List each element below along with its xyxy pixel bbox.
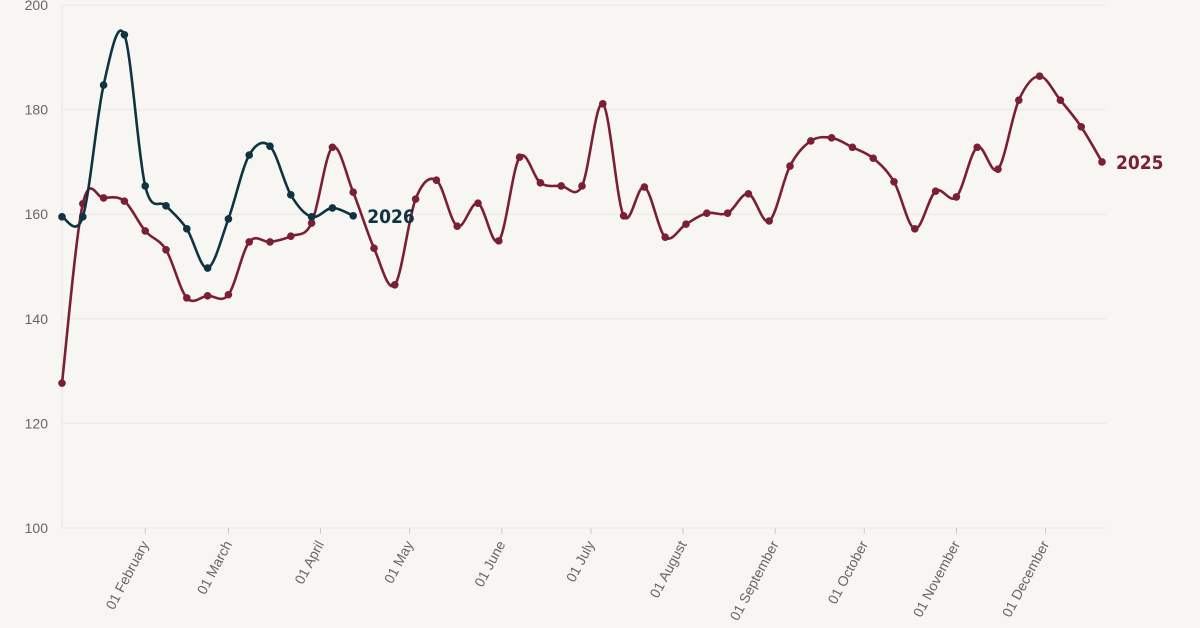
point bbox=[661, 233, 669, 242]
point bbox=[99, 81, 108, 89]
point bbox=[1056, 96, 1065, 104]
point bbox=[786, 162, 794, 170]
x-tick-label: 01 September bbox=[726, 538, 782, 623]
x-tick-label: 01 February bbox=[102, 538, 152, 612]
point bbox=[120, 197, 129, 205]
point bbox=[1098, 158, 1106, 166]
x-tick-label: 01 April bbox=[291, 538, 327, 587]
point bbox=[328, 143, 337, 152]
point bbox=[453, 222, 462, 231]
point bbox=[99, 194, 108, 202]
point bbox=[162, 202, 170, 210]
point bbox=[58, 379, 66, 387]
point bbox=[328, 204, 337, 212]
point bbox=[203, 264, 212, 272]
point bbox=[266, 238, 274, 246]
y-tick-label: 200 bbox=[25, 0, 49, 13]
x-tick-label: 01 August bbox=[646, 538, 689, 601]
point bbox=[495, 237, 503, 245]
point bbox=[682, 220, 690, 228]
point bbox=[224, 290, 233, 299]
point bbox=[973, 143, 981, 152]
point bbox=[224, 215, 233, 223]
point bbox=[245, 238, 253, 246]
x-tick-label: 01 October bbox=[824, 538, 871, 607]
point bbox=[79, 213, 87, 221]
x-tick-label: 01 July bbox=[563, 538, 598, 585]
point bbox=[1035, 72, 1044, 80]
series-line bbox=[61, 29, 354, 270]
x-tick-label: 01 December bbox=[999, 538, 1053, 620]
point bbox=[203, 291, 212, 300]
point bbox=[911, 225, 919, 233]
point bbox=[162, 245, 170, 254]
point bbox=[515, 153, 524, 161]
x-tick-label: 01 March bbox=[194, 538, 236, 597]
point bbox=[183, 294, 191, 302]
point bbox=[744, 190, 753, 198]
point bbox=[536, 179, 545, 187]
point bbox=[807, 137, 815, 145]
x-tick-label: 01 June bbox=[471, 538, 509, 590]
point bbox=[557, 182, 565, 190]
point bbox=[703, 209, 711, 217]
point bbox=[848, 143, 857, 152]
point bbox=[599, 100, 607, 108]
point bbox=[307, 213, 316, 221]
point bbox=[370, 244, 378, 252]
point bbox=[266, 142, 274, 151]
point bbox=[411, 195, 420, 203]
x-tick-label: 01 May bbox=[381, 538, 417, 586]
series-label: 2025 bbox=[1116, 152, 1164, 174]
point bbox=[245, 151, 253, 159]
point bbox=[827, 134, 836, 142]
point bbox=[890, 177, 898, 186]
point bbox=[432, 176, 441, 185]
point bbox=[952, 193, 961, 201]
point bbox=[994, 165, 1002, 174]
point bbox=[141, 227, 149, 235]
point bbox=[287, 191, 295, 199]
point bbox=[1077, 123, 1085, 131]
point bbox=[141, 182, 149, 190]
point bbox=[349, 188, 358, 197]
point bbox=[765, 217, 773, 225]
point bbox=[307, 219, 316, 227]
point bbox=[640, 183, 649, 191]
point bbox=[723, 209, 732, 217]
point bbox=[1015, 96, 1023, 104]
point bbox=[619, 211, 628, 220]
x-tick-label: 01 November bbox=[909, 538, 963, 620]
point bbox=[474, 199, 482, 208]
point bbox=[349, 211, 358, 220]
point bbox=[931, 187, 940, 195]
y-tick-label: 180 bbox=[25, 102, 49, 118]
point bbox=[391, 281, 399, 289]
point bbox=[869, 154, 877, 163]
point bbox=[58, 213, 66, 221]
y-tick-label: 160 bbox=[25, 206, 49, 222]
point bbox=[287, 232, 295, 240]
y-tick-label: 100 bbox=[25, 520, 49, 536]
y-tick-label: 120 bbox=[25, 415, 49, 431]
series-line bbox=[60, 74, 1104, 384]
point bbox=[578, 182, 586, 190]
series-label: 2026 bbox=[367, 206, 415, 228]
y-tick-label: 140 bbox=[25, 311, 49, 327]
point bbox=[183, 225, 191, 233]
point bbox=[120, 31, 129, 39]
